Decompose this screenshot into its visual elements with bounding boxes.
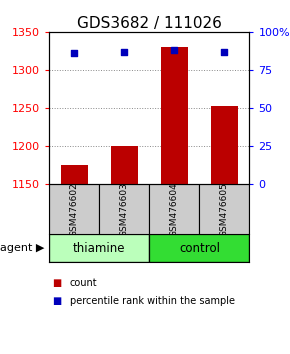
Bar — [149, 184, 200, 234]
Bar — [61, 165, 88, 184]
Point — [122, 49, 127, 55]
Text: count: count — [70, 278, 97, 288]
Text: GSM476605: GSM476605 — [220, 182, 229, 237]
Text: agent ▶: agent ▶ — [0, 243, 44, 253]
Text: GSM476603: GSM476603 — [120, 182, 129, 237]
Bar — [211, 106, 238, 184]
Text: GSM476602: GSM476602 — [70, 182, 79, 237]
Text: ■: ■ — [52, 278, 61, 288]
Text: ■: ■ — [52, 296, 61, 306]
Text: thiamine: thiamine — [73, 241, 126, 255]
Bar — [49, 184, 99, 234]
Point — [72, 50, 77, 56]
Title: GDS3682 / 111026: GDS3682 / 111026 — [77, 16, 222, 31]
Text: GSM476604: GSM476604 — [170, 182, 179, 237]
Bar — [200, 184, 249, 234]
Point — [172, 47, 177, 53]
Text: control: control — [179, 241, 220, 255]
Bar — [49, 234, 149, 262]
Bar — [161, 47, 188, 184]
Bar — [110, 146, 138, 184]
Bar — [149, 234, 249, 262]
Text: percentile rank within the sample: percentile rank within the sample — [70, 296, 235, 306]
Point — [222, 49, 227, 55]
Bar — [99, 184, 149, 234]
